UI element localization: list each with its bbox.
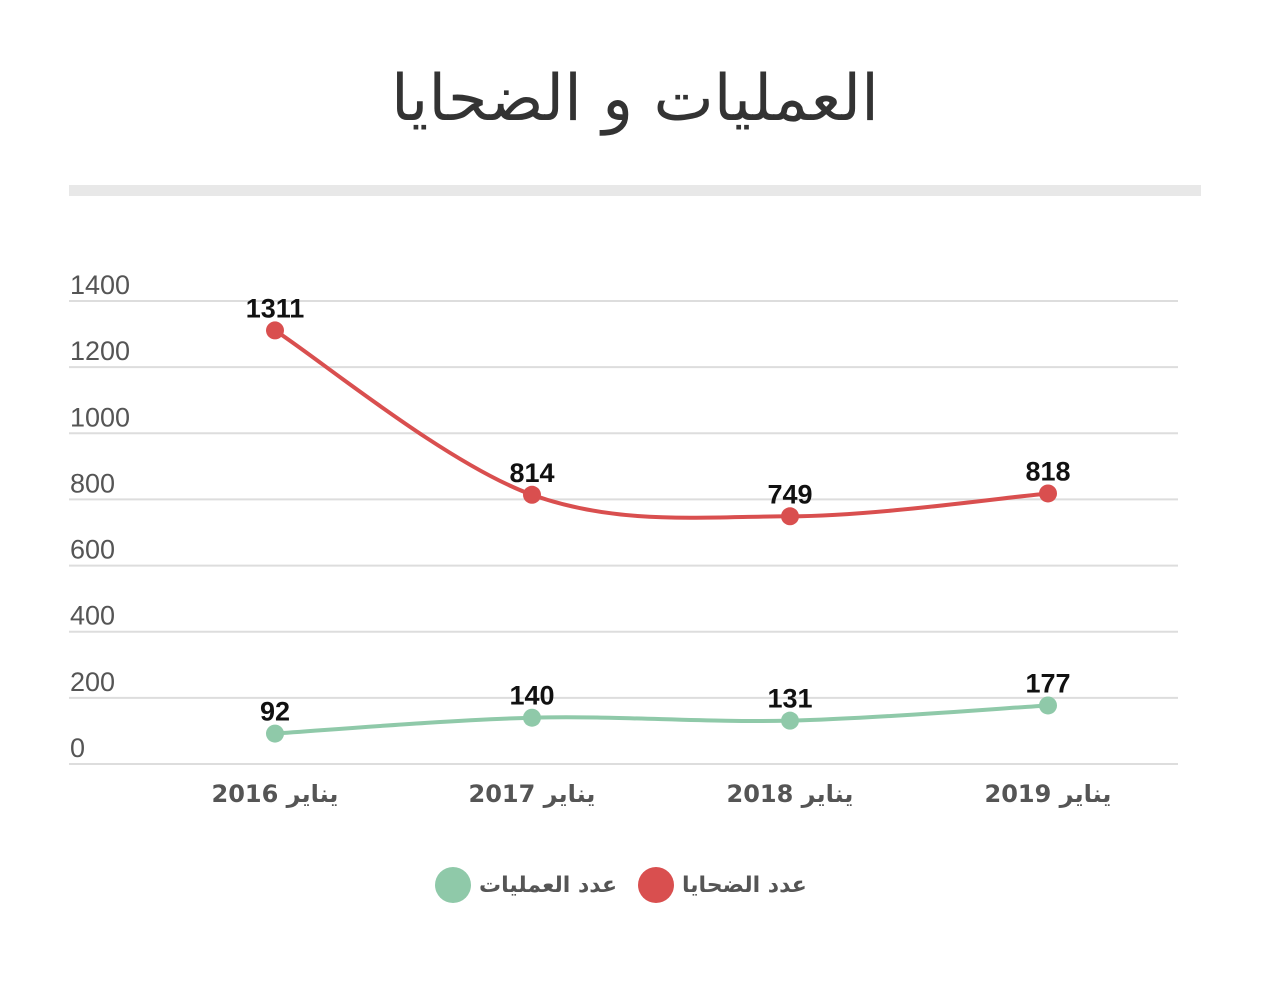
data-point bbox=[781, 711, 799, 730]
data-label: 92 bbox=[260, 697, 290, 727]
chart-title: العمليات و الضحايا bbox=[391, 62, 879, 136]
title-divider bbox=[69, 185, 1201, 196]
data-point bbox=[523, 485, 541, 504]
data-label: 1311 bbox=[246, 293, 305, 323]
data-label: 131 bbox=[767, 684, 812, 714]
legend-swatch bbox=[435, 867, 471, 903]
y-tick-label: 400 bbox=[70, 601, 115, 631]
y-tick-label: 1000 bbox=[70, 402, 130, 432]
data-point bbox=[781, 507, 799, 526]
x-tick-label: يناير 2017 bbox=[469, 780, 596, 808]
y-tick-label: 1400 bbox=[70, 270, 130, 300]
series-line-1 bbox=[273, 328, 1049, 520]
y-tick-label: 600 bbox=[70, 535, 115, 565]
data-point bbox=[1039, 484, 1057, 503]
x-tick-label: يناير 2016 bbox=[212, 780, 339, 808]
x-tick-label: يناير 2019 bbox=[985, 780, 1112, 808]
y-tick-label: 800 bbox=[70, 468, 115, 498]
data-point bbox=[1039, 696, 1057, 715]
x-tick-label: يناير 2018 bbox=[727, 780, 854, 808]
data-label: 814 bbox=[509, 458, 554, 488]
data-label: 749 bbox=[767, 479, 812, 509]
y-tick-label: 1200 bbox=[70, 336, 130, 366]
legend-label: عدد الضحايا bbox=[682, 873, 807, 898]
y-tick-label: 0 bbox=[70, 733, 85, 763]
legend-label: عدد العمليات bbox=[479, 873, 617, 898]
data-label: 177 bbox=[1025, 668, 1070, 698]
data-label: 818 bbox=[1025, 456, 1070, 486]
data-label: 140 bbox=[509, 681, 554, 711]
y-tick-label: 200 bbox=[70, 667, 115, 697]
data-point bbox=[266, 321, 284, 340]
data-point bbox=[523, 708, 541, 727]
series-line-2 bbox=[274, 703, 1049, 736]
data-point bbox=[266, 724, 284, 743]
legend-swatch bbox=[638, 867, 674, 903]
